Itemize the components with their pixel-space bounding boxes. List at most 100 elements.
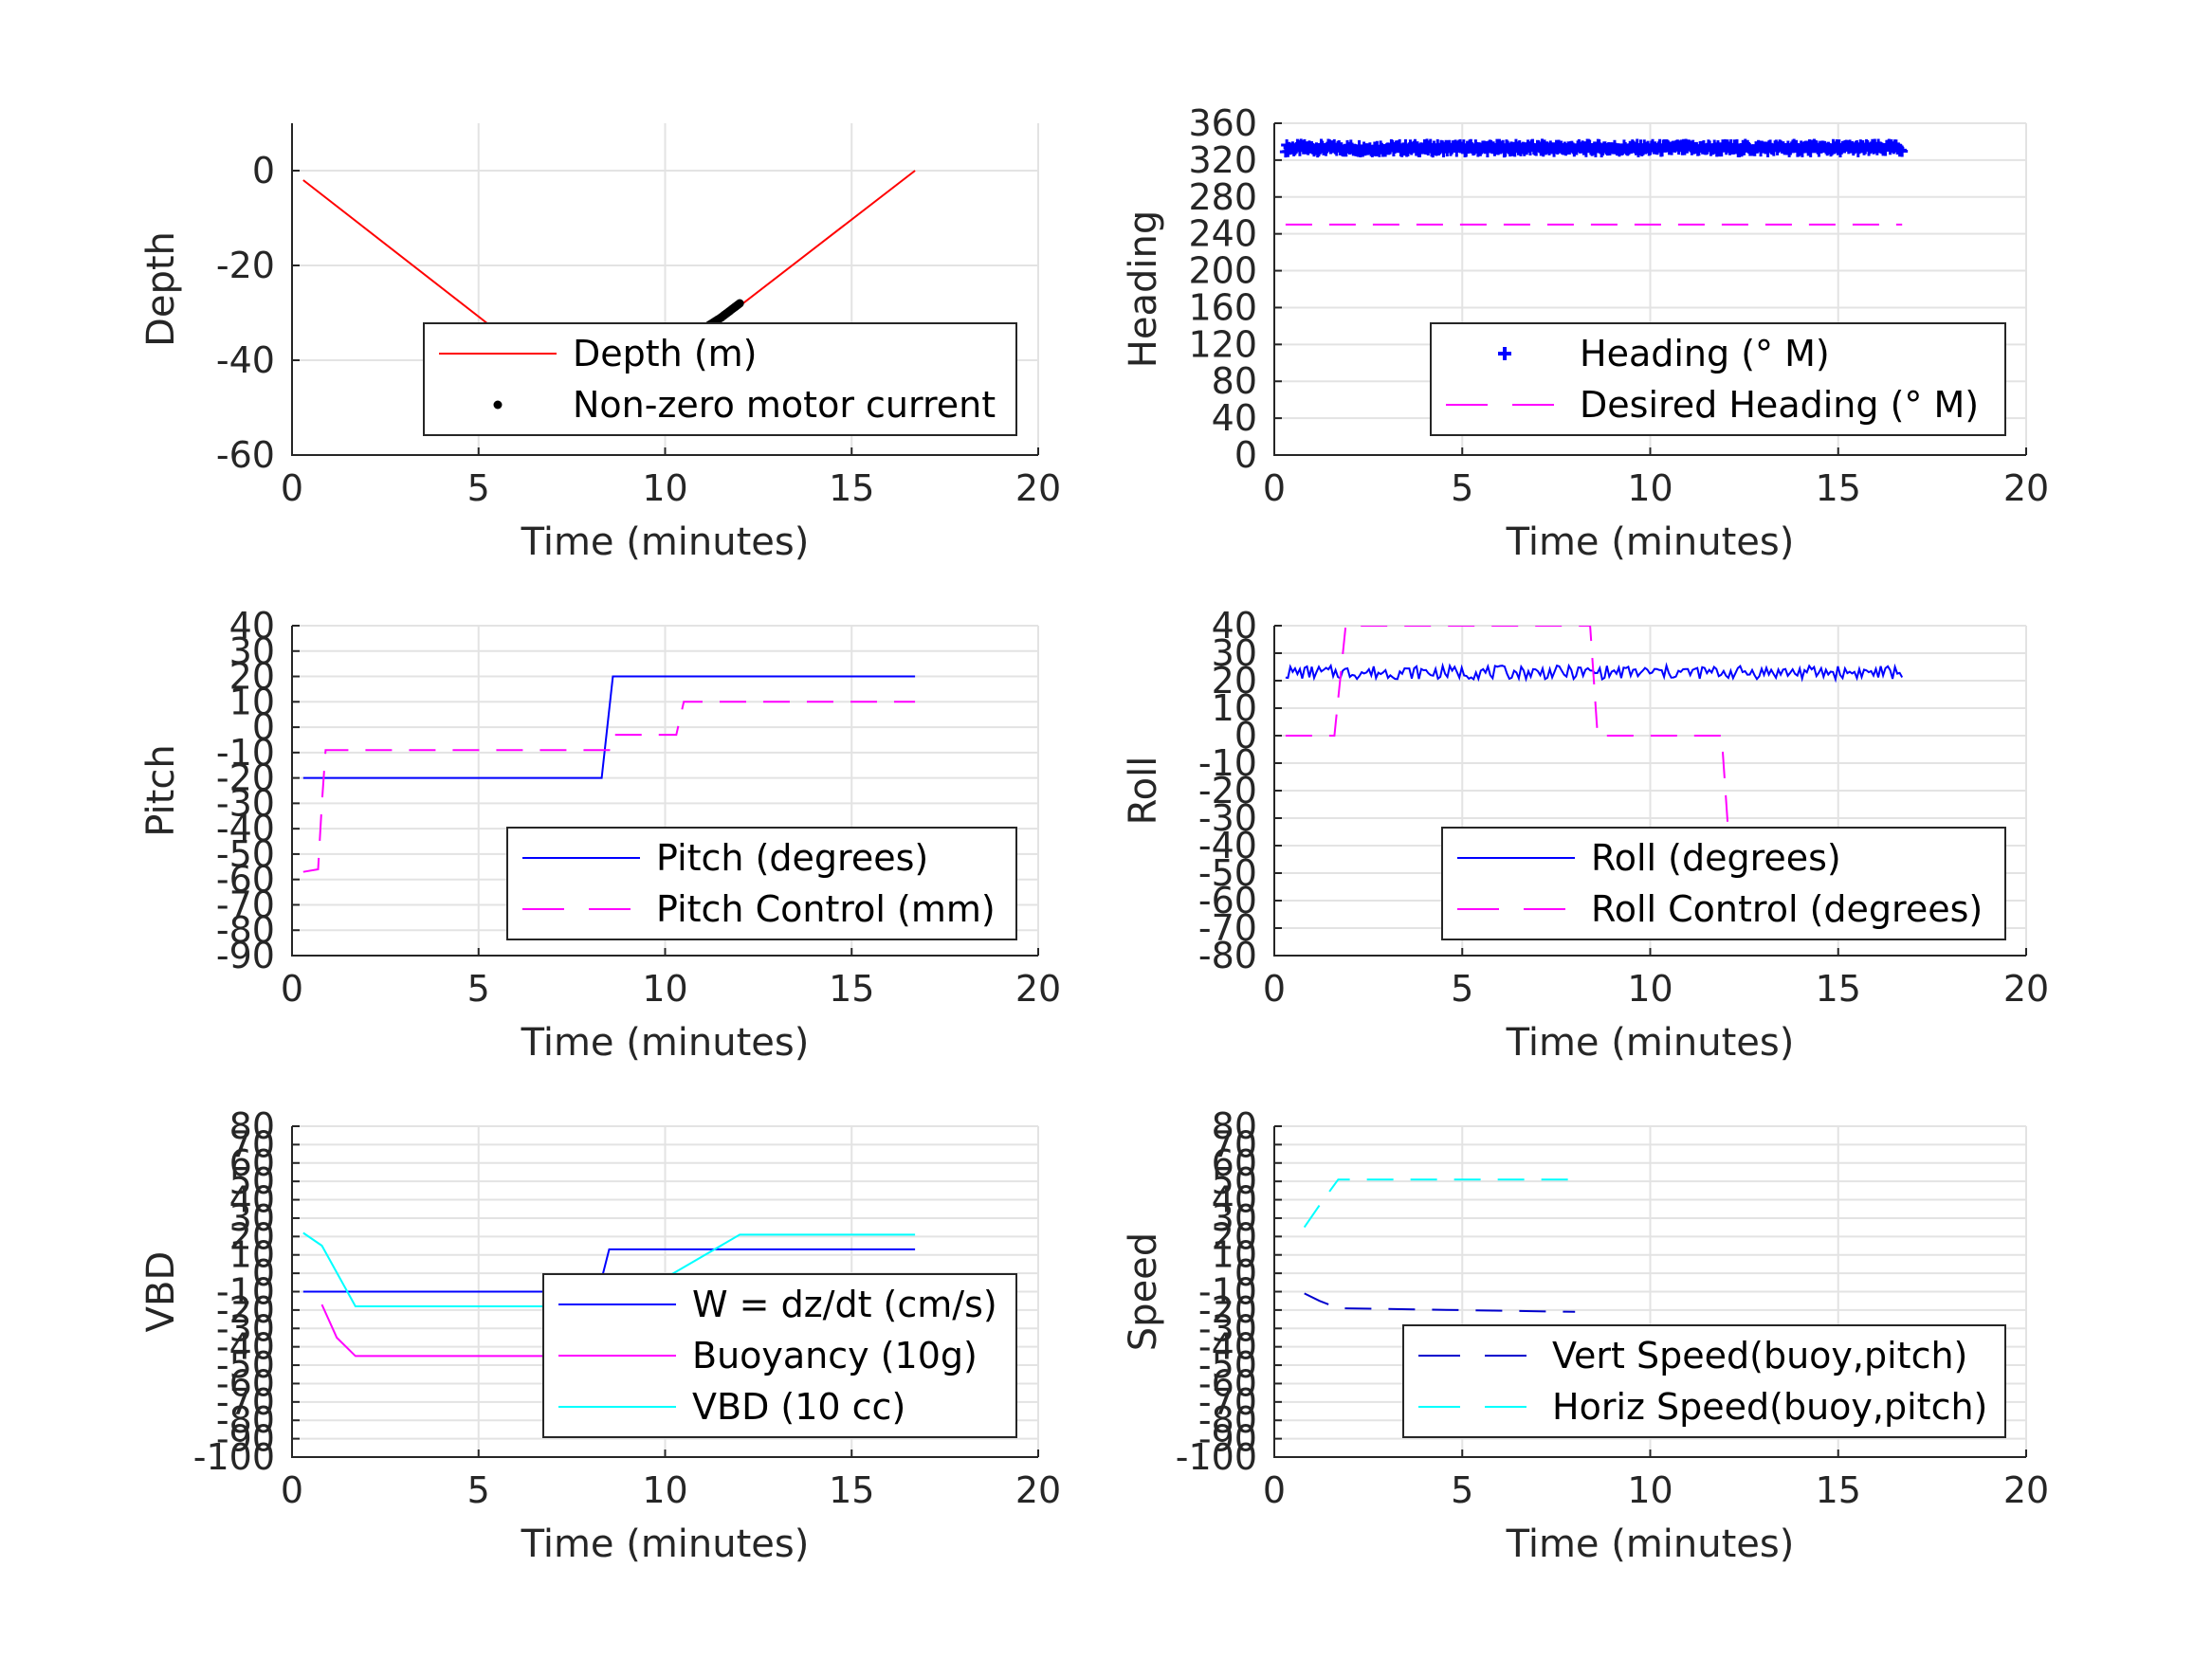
y-tick-label: 80: [1212, 360, 1257, 402]
legend-box: [1430, 322, 2006, 436]
x-tick-label: 20: [2003, 968, 2049, 1010]
x-tick-label: 20: [1015, 467, 1061, 509]
y-tick-label: -20: [216, 757, 275, 799]
y-tick-label: 40: [1212, 605, 1257, 647]
y-tick-label: 70: [229, 1123, 275, 1165]
x-tick-label: 0: [1263, 467, 1286, 509]
x-axis-label: Time (minutes): [1506, 520, 1795, 564]
x-tick-label: 15: [1816, 467, 1861, 509]
y-tick-label: -90: [216, 1418, 275, 1460]
x-axis-label: Time (minutes): [521, 1021, 810, 1065]
y-tick-label: 0: [252, 706, 275, 748]
legend-label: Pitch Control (mm): [656, 888, 996, 930]
x-tick-label: 0: [281, 968, 303, 1010]
y-tick-label: -60: [1198, 880, 1257, 921]
legend-label: Heading (° M): [1580, 333, 1830, 374]
x-axis-label: Time (minutes): [521, 1522, 810, 1566]
legend: Heading (° M) Desired Heading (° M): [1430, 322, 2006, 436]
y-tick-label: -40: [1198, 825, 1257, 866]
y-tick-label: -40: [216, 339, 275, 381]
y-tick-label: -60: [1198, 1362, 1257, 1404]
y-tick-label: 60: [229, 1142, 275, 1184]
y-tick-label: -30: [1198, 797, 1257, 839]
y-tick-label: 320: [1188, 139, 1257, 181]
y-tick-label: 70: [1212, 1123, 1257, 1165]
motor-current-point: [735, 299, 744, 308]
legend-label: Roll (degrees): [1591, 837, 1841, 879]
y-tick-label: -10: [1198, 742, 1257, 784]
legend: W = dz/dt (cm/s) Buoyancy (10g) VBD (10 cc…: [542, 1273, 1017, 1438]
subplot-5: 0 5 10 15 20-100-90-80-70-60-50-40-30-20-100…: [139, 1105, 1061, 1566]
y-tick-label: 280: [1188, 176, 1257, 218]
y-tick-label: -100: [193, 1436, 275, 1478]
y-tick-label: -30: [216, 782, 275, 824]
y-tick-label: -50: [1198, 852, 1257, 894]
legend-swatch-1: [1498, 347, 1511, 360]
x-tick-label: 15: [829, 1469, 874, 1511]
subplot-3: 0 5 10 15 20-90-80-70-60-50-40-30-20-1001020…: [139, 605, 1061, 1065]
y-tick-label: -40: [1198, 1326, 1257, 1368]
legend-label: Roll Control (degrees): [1591, 888, 1983, 930]
plot-area: [1285, 626, 1904, 847]
y-tick-label: -50: [216, 1344, 275, 1386]
x-axis-label: Time (minutes): [521, 520, 810, 564]
legend-box: [1441, 827, 2006, 940]
y-tick-label: -80: [1198, 1399, 1257, 1441]
y-tick-label: -90: [216, 935, 275, 976]
y-tick-label: 50: [1212, 1160, 1257, 1202]
series-heading-m: [1279, 138, 1909, 158]
y-axis-label: VBD: [139, 1251, 183, 1333]
legend: Roll (degrees) Roll Control (degrees): [1441, 827, 2006, 940]
x-tick-label: 5: [1451, 1469, 1473, 1511]
y-tick-label: 0: [1234, 434, 1257, 476]
y-tick-label: 40: [1212, 1179, 1257, 1221]
y-tick-label: -40: [216, 808, 275, 849]
x-tick-label: 10: [1627, 467, 1673, 509]
series-pitch-control-mm: [302, 701, 916, 873]
y-tick-label: -20: [1198, 1289, 1257, 1331]
x-tick-label: 5: [1451, 968, 1473, 1010]
y-tick-label: 30: [1212, 1197, 1257, 1239]
x-tick-label: 10: [642, 467, 687, 509]
y-tick-label: -30: [216, 1307, 275, 1349]
y-tick-label: 360: [1188, 102, 1257, 144]
x-tick-label: 5: [1451, 467, 1473, 509]
y-axis-label: Heading: [1122, 210, 1165, 368]
series-vbd-10-cc: [302, 1231, 916, 1307]
y-tick-label: -80: [1198, 935, 1257, 976]
plot-area: [1279, 138, 1909, 226]
legend-label: Depth (m): [573, 333, 758, 374]
legend-label: Desired Heading (° M): [1580, 384, 1979, 426]
y-tick-label: -60: [216, 859, 275, 901]
subplot-6: 0 5 10 15 20-100-90-80-70-60-50-40-30-20-100…: [1122, 1105, 2049, 1566]
x-tick-label: 10: [642, 1469, 687, 1511]
series-pitch-degrees: [302, 675, 916, 779]
x-axis-label: Time (minutes): [1506, 1021, 1795, 1065]
y-tick-label: 50: [229, 1160, 275, 1202]
legend: Vert Speed(buoy,pitch) Horiz Speed(buoy,p…: [1402, 1324, 2006, 1438]
x-tick-label: 5: [467, 467, 490, 509]
legend-label: W = dz/dt (cm/s): [692, 1284, 997, 1325]
y-tick-label: -10: [1198, 1271, 1257, 1313]
x-tick-label: 15: [829, 968, 874, 1010]
y-tick-label: -40: [216, 1326, 275, 1368]
x-tick-label: 10: [642, 968, 687, 1010]
y-tick-label: -70: [216, 1381, 275, 1423]
y-tick-label: 200: [1188, 250, 1257, 292]
y-tick-label: -80: [216, 1399, 275, 1441]
legend: Depth (m) Non-zero motor current: [423, 322, 1017, 436]
y-tick-label: -20: [1198, 770, 1257, 811]
y-tick-label: 40: [229, 1179, 275, 1221]
y-tick-label: 80: [1212, 1105, 1257, 1147]
x-tick-label: 0: [281, 1469, 303, 1511]
y-tick-label: -60: [216, 1362, 275, 1404]
y-tick-label: 0: [252, 1252, 275, 1294]
y-tick-label: -60: [216, 434, 275, 476]
y-axis-label: Pitch: [139, 744, 183, 836]
y-tick-label: -70: [1198, 1381, 1257, 1423]
x-tick-label: 20: [2003, 467, 2049, 509]
y-tick-label: -80: [216, 909, 275, 951]
x-tick-label: 0: [1263, 968, 1286, 1010]
x-tick-label: 20: [1015, 968, 1061, 1010]
